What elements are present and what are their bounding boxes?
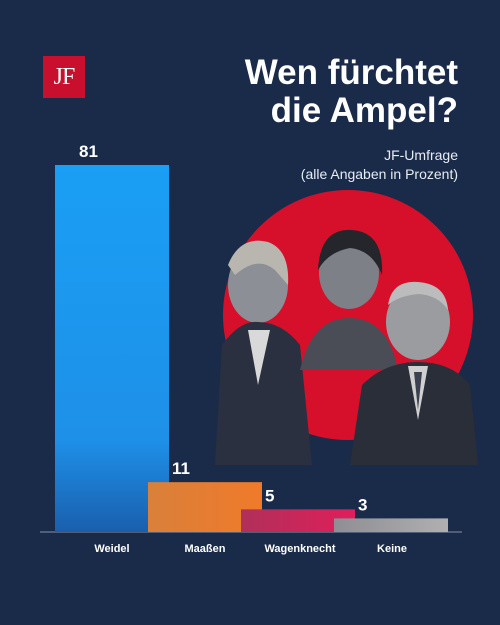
- category-label-wagenknecht: Wagenknecht: [264, 543, 335, 555]
- title-line-2: die Ampel?: [270, 91, 458, 130]
- title-line-1: Wen fürchtet: [244, 53, 458, 92]
- jf-logo: JF: [43, 56, 85, 98]
- data-label-maaßen: 11: [172, 459, 190, 478]
- data-label-keine: 3: [358, 495, 367, 514]
- subtitle-line-1: JF-Umfrage: [384, 147, 458, 163]
- data-label-weidel: 81: [79, 142, 98, 161]
- bar-keine: [334, 518, 448, 532]
- category-label-weidel: Weidel: [94, 543, 129, 555]
- person-left: [215, 240, 312, 465]
- chart-subtitle: JF-Umfrage (alle Angaben in Prozent): [208, 146, 458, 184]
- category-label-keine: Keine: [377, 543, 407, 555]
- chart-title: Wen fürchtet die Ampel?: [158, 54, 458, 130]
- bar-weidel: [55, 165, 169, 532]
- subtitle-line-2: (alle Angaben in Prozent): [300, 166, 458, 182]
- category-label-maaßen: Maaßen: [185, 543, 226, 555]
- person-middle: [300, 229, 398, 370]
- person-right: [350, 281, 478, 465]
- bar-wagenknecht: [241, 509, 355, 532]
- data-label-wagenknecht: 5: [265, 486, 274, 505]
